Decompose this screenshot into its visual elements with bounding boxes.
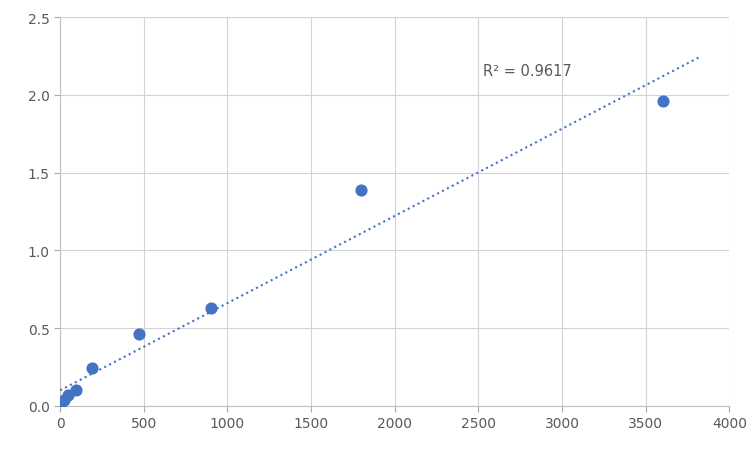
Point <box>355 187 367 194</box>
Point <box>62 391 74 399</box>
Point <box>205 304 217 312</box>
Point <box>132 331 144 338</box>
Text: R² = 0.9617: R² = 0.9617 <box>484 64 572 78</box>
Point <box>86 365 98 372</box>
Point <box>54 402 66 410</box>
Point <box>58 396 70 403</box>
Point <box>656 98 669 106</box>
Point <box>70 387 82 394</box>
